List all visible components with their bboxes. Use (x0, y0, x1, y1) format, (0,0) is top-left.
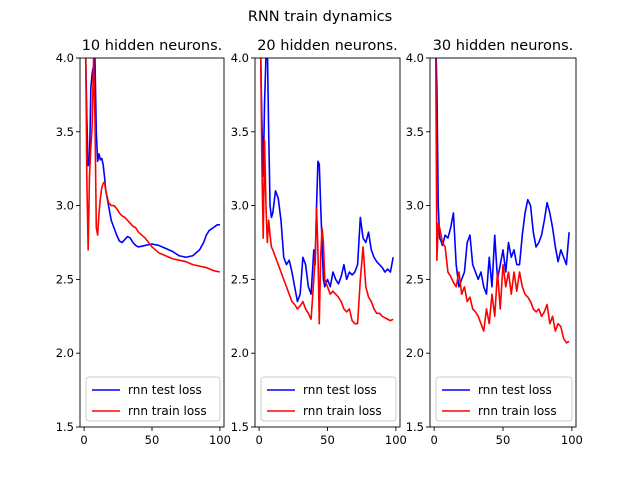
y-tick-label: 2.0 (56, 346, 74, 360)
legend-box (260, 376, 397, 422)
x-tick-label: 0 (80, 433, 87, 447)
x-tick-label: 100 (561, 433, 583, 447)
legend: rnn test loss rnn train loss (85, 376, 221, 422)
axes-frame (79, 57, 225, 428)
plot-area (434, 58, 570, 344)
legend-label: rnn test loss (128, 383, 202, 397)
subplot-title: 10 hidden neurons. (82, 38, 223, 54)
series-line-test-loss (84, 58, 220, 259)
figure-suptitle: RNN train dynamics (248, 9, 392, 25)
y-tick-label: 4.0 (56, 51, 74, 65)
x-tick-label: 0 (255, 433, 262, 447)
legend: rnn test loss rnn train loss (260, 376, 397, 422)
x-tick-label: 50 (145, 433, 160, 447)
y-tick-label: 4.0 (406, 51, 424, 65)
y-tick-label: 4.0 (231, 51, 249, 65)
legend-label: rnn train loss (303, 404, 382, 418)
legend-label: rnn test loss (478, 383, 552, 397)
plot-area (259, 58, 394, 325)
series-line-test-loss (259, 58, 394, 303)
x-tick-label: 100 (209, 433, 231, 447)
x-tick-label: 0 (430, 433, 437, 447)
y-tick-label: 2.0 (406, 346, 424, 360)
legend-label: rnn train loss (128, 404, 207, 418)
y-tick-label: 3.5 (56, 125, 74, 139)
subplot-3: 30 hidden neurons. 1.5 2.0 2.5 3.0 3.5 4.0 0 50 1… (406, 38, 583, 447)
y-tick-label: 1.5 (406, 420, 424, 434)
y-tick-label: 3.0 (231, 199, 249, 213)
legend-label: rnn train loss (478, 404, 557, 418)
series-line-train-loss (85, 58, 221, 273)
x-tick-label: 50 (496, 433, 511, 447)
legend-label: rnn test loss (303, 383, 377, 397)
series-line-train-loss (259, 58, 394, 325)
legend: rnn test loss rnn train loss (435, 376, 573, 422)
subplots: 10 hidden neurons. 1.5 2.0 2.5 3.0 3.5 4.0 0 50 1… (56, 38, 583, 447)
subplot-1: 10 hidden neurons. 1.5 2.0 2.5 3.0 3.5 4.0 0 50 1… (56, 38, 231, 447)
y-tick-label: 1.5 (56, 420, 74, 434)
subplot-title: 30 hidden neurons. (433, 38, 574, 54)
series-line-train-loss (434, 58, 570, 344)
axes-frame (254, 57, 401, 428)
legend-box (435, 376, 573, 422)
x-tick-label: 100 (385, 433, 407, 447)
y-tick-label: 1.5 (231, 420, 249, 434)
x-tick-label: 50 (320, 433, 335, 447)
series-line-test-loss (435, 58, 570, 295)
plot-area (84, 58, 221, 273)
subplot-title: 20 hidden neurons. (257, 38, 398, 54)
subplot-2: 20 hidden neurons. 1.5 2.0 2.5 3.0 3.5 4.0 0 50 1… (231, 38, 407, 447)
y-tick-label: 3.5 (231, 125, 249, 139)
legend-box (85, 376, 221, 422)
y-tick-label: 2.0 (231, 346, 249, 360)
y-tick-label: 2.5 (56, 272, 74, 286)
y-tick-label: 3.5 (406, 125, 424, 139)
y-tick-label: 2.5 (231, 272, 249, 286)
y-tick-label: 3.0 (56, 199, 74, 213)
y-tick-label: 2.5 (406, 272, 424, 286)
y-tick-label: 3.0 (406, 199, 424, 213)
